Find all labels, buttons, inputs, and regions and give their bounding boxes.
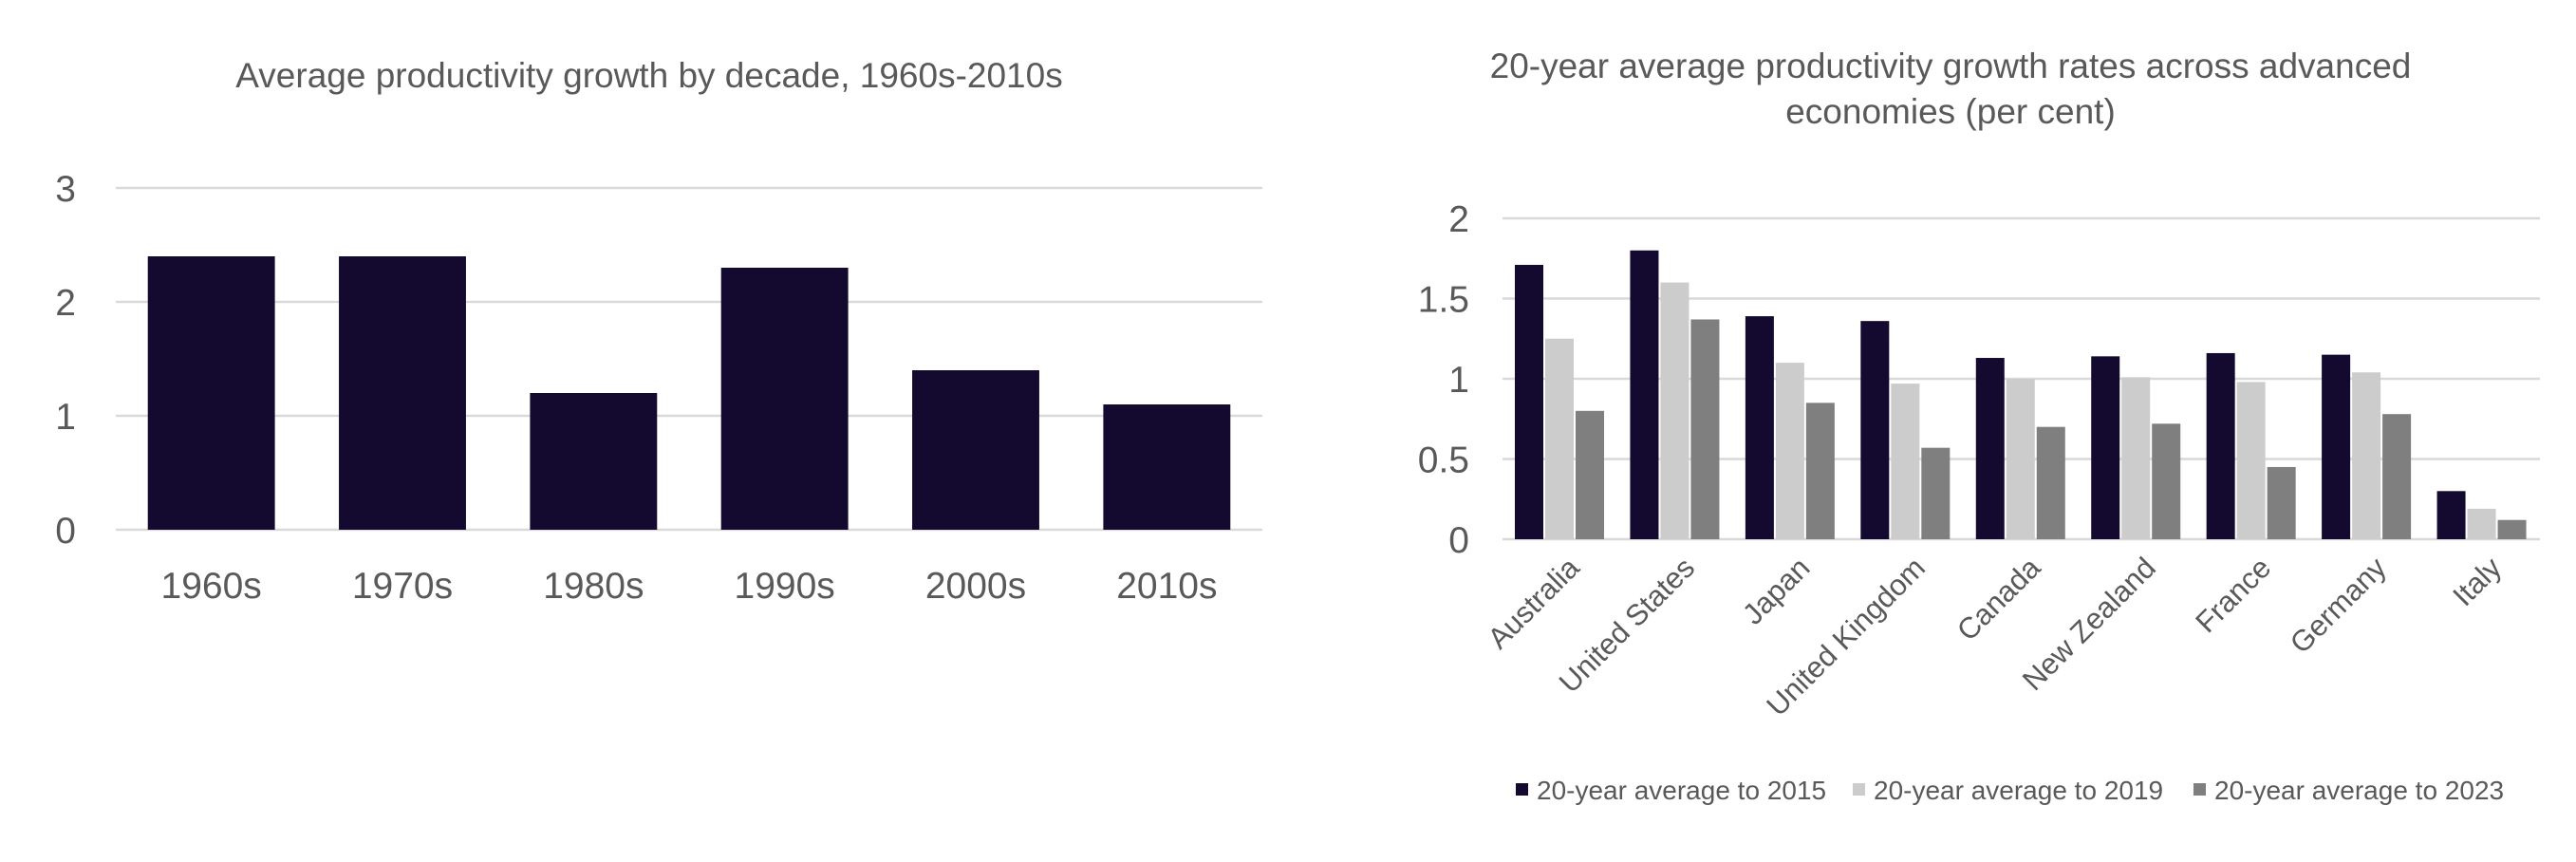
right-bar-france-1 — [2206, 352, 2235, 539]
left-y-tick-label: 0 — [55, 511, 76, 552]
left-chart-gridlines — [116, 186, 1262, 532]
right-bar-united-kingdom-2 — [1891, 384, 1920, 539]
right-bar-australia-1 — [1515, 265, 1543, 539]
left-bar-1990s — [720, 268, 849, 530]
legend-swatch-1 — [1516, 783, 1528, 796]
right-y-tick-label: 2 — [1448, 199, 1469, 240]
right-bar-united-kingdom-1 — [1860, 321, 1890, 539]
left-x-tick-label: 2000s — [925, 566, 1026, 607]
left-y-tick-label: 3 — [55, 169, 76, 210]
right-x-tick-label: Italy — [2446, 551, 2508, 612]
right-bar-germany-2 — [2352, 372, 2381, 539]
right-chart: 20-year average productivity growth rate… — [1418, 47, 2540, 805]
right-x-tick-label: France — [2189, 551, 2277, 639]
left-chart-title: Average productivity growth by decade, 1… — [235, 56, 1062, 95]
right-bar-italy-2 — [2467, 508, 2496, 539]
legend-label-3: 20-year average to 2023 — [2214, 776, 2504, 805]
left-x-tick-label: 1960s — [161, 566, 262, 607]
right-bar-japan-3 — [1805, 403, 1835, 539]
left-bar-2010s — [1103, 404, 1231, 530]
right-bar-united-kingdom-3 — [1921, 447, 1951, 539]
right-bar-france-3 — [2267, 466, 2296, 539]
legend-label-2: 20-year average to 2019 — [1874, 776, 2163, 805]
left-chart: Average productivity growth by decade, 1… — [55, 56, 1262, 607]
right-bar-new-zealand-2 — [2121, 377, 2151, 539]
left-x-tick-label: 1980s — [543, 566, 644, 607]
legend-swatch-3 — [2193, 783, 2206, 796]
left-y-tick-label: 2 — [55, 283, 76, 324]
right-chart-title-line-2: economies (per cent) — [1785, 92, 2116, 131]
right-bar-italy-1 — [2436, 491, 2466, 539]
left-chart-y-axis: 0 1 2 3 — [55, 169, 76, 552]
left-chart-bars — [147, 256, 1231, 530]
right-bar-united-states-3 — [1690, 319, 1720, 539]
left-x-tick-label: 1970s — [352, 566, 453, 607]
right-y-tick-label: 1.5 — [1418, 280, 1469, 321]
legend-swatch-2 — [1853, 783, 1865, 796]
right-chart-title-line-1: 20-year average productivity growth rate… — [1490, 47, 2412, 85]
right-bar-australia-3 — [1576, 410, 1604, 539]
right-x-tick-label: Germany — [2284, 551, 2393, 660]
right-y-tick-label: 0 — [1448, 520, 1469, 561]
right-x-tick-label: Japan — [1736, 551, 1816, 630]
right-bar-japan-1 — [1745, 316, 1774, 539]
right-y-tick-label: 0.5 — [1418, 440, 1469, 481]
right-x-tick-label: Canada — [1951, 551, 2047, 647]
right-bar-united-states-2 — [1660, 282, 1689, 539]
left-bar-1960s — [147, 256, 275, 530]
right-bar-germany-3 — [2382, 414, 2412, 539]
right-bar-new-zealand-3 — [2152, 423, 2181, 539]
left-x-tick-label: 1990s — [735, 566, 835, 607]
right-x-tick-label: Australia — [1482, 551, 1587, 656]
right-bar-canada-3 — [2036, 426, 2065, 539]
right-bar-japan-2 — [1775, 363, 1804, 539]
right-bar-canada-2 — [2006, 379, 2035, 539]
left-chart-x-axis: 1960s 1970s 1980s 1990s 2000s 2010s — [161, 566, 1218, 607]
right-bar-australia-2 — [1545, 338, 1574, 539]
left-bar-1970s — [339, 256, 466, 530]
right-chart-y-axis: 0 0.5 1 1.5 2 — [1418, 199, 1469, 561]
right-bar-italy-3 — [2497, 519, 2527, 539]
right-y-tick-label: 1 — [1448, 360, 1469, 401]
right-bar-france-2 — [2236, 382, 2266, 539]
left-y-tick-label: 1 — [55, 397, 76, 438]
right-chart-bars — [1515, 250, 2527, 539]
right-chart-legend: 20-year average to 2015 20-year average t… — [1516, 776, 2504, 805]
right-bar-germany-1 — [2322, 354, 2351, 539]
left-bar-1980s — [530, 393, 658, 530]
left-x-tick-label: 2010s — [1116, 566, 1217, 607]
legend-label-1: 20-year average to 2015 — [1537, 776, 1826, 805]
left-bar-2000s — [912, 370, 1039, 530]
right-bar-new-zealand-1 — [2091, 356, 2120, 539]
right-bar-united-states-1 — [1630, 250, 1659, 539]
right-bar-canada-1 — [1975, 358, 2005, 539]
